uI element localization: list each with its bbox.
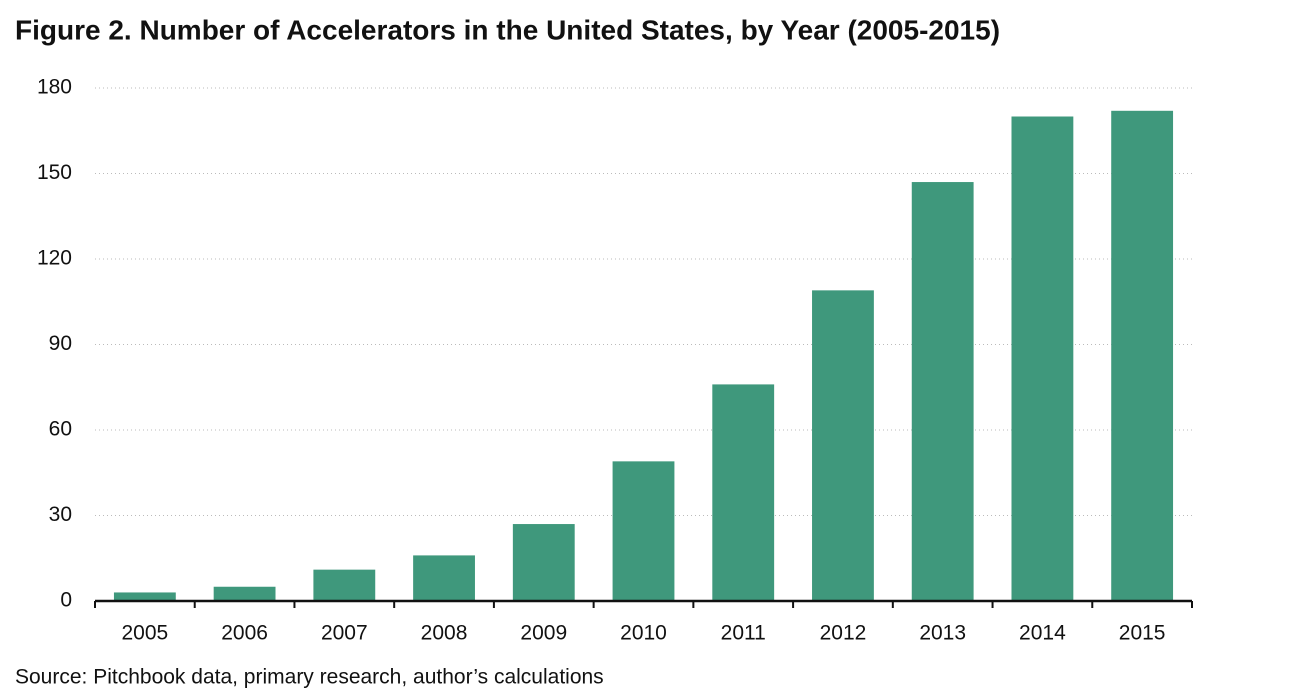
y-tick-label: 180 [37,76,72,99]
x-tick-label: 2014 [1019,622,1066,645]
bar [512,524,575,601]
bar [612,461,675,601]
y-tick-label: 0 [60,589,72,612]
bar [1011,116,1074,601]
y-tick-label: 120 [37,247,72,270]
chart-title: Figure 2. Number of Accelerators in the … [15,14,1000,45]
bar [413,555,475,601]
x-tick-label: 2010 [620,622,667,645]
bar [113,592,176,601]
bar [812,290,874,601]
x-tick-label: 2006 [221,622,268,645]
y-tick-label: 60 [49,418,72,441]
bar [911,182,974,602]
bar [712,384,775,601]
x-tick-label: 2009 [520,622,567,645]
x-tick-label: 2005 [122,622,169,645]
bar [1111,110,1174,602]
x-tick-label: 2007 [321,622,368,645]
x-tick-label: 2008 [421,622,468,645]
y-tick-label: 90 [49,332,72,355]
bar [313,569,376,601]
bar [213,586,276,601]
x-tick-label: 2012 [820,622,867,645]
y-tick-label: 30 [49,503,72,526]
x-tick-label: 2015 [1119,622,1166,645]
y-tick-label: 150 [37,161,72,184]
source-note: Source: Pitchbook data, primary research… [15,666,604,689]
x-tick-label: 2011 [721,622,766,645]
x-tick-label: 2013 [919,622,966,645]
